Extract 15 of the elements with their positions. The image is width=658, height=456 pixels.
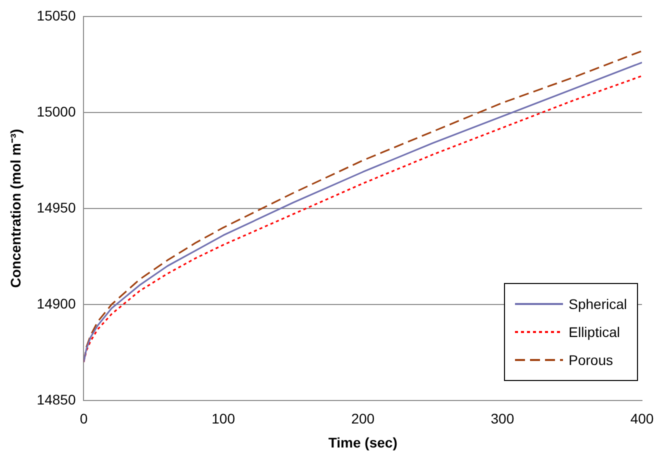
y-tick-label: 14950	[36, 199, 76, 216]
y-tick-label: 14900	[36, 295, 76, 312]
y-tick-label: 15050	[36, 7, 76, 24]
x-tick-label: 100	[212, 410, 236, 427]
x-tick-label: 200	[351, 410, 375, 427]
legend-label: Spherical	[568, 296, 627, 312]
legend-label: Elliptical	[568, 324, 620, 340]
y-tick-label: 14850	[36, 391, 76, 408]
legend-label: Porous	[568, 352, 613, 368]
x-axis-title: Time (sec)	[328, 434, 398, 450]
x-tick-label: 300	[490, 410, 514, 427]
y-axis-title: Concentration (mol m⁻³)	[7, 128, 24, 288]
y-tick-label: 15000	[36, 103, 76, 120]
x-tick-label: 400	[630, 410, 654, 427]
x-tick-label: 0	[80, 410, 88, 427]
